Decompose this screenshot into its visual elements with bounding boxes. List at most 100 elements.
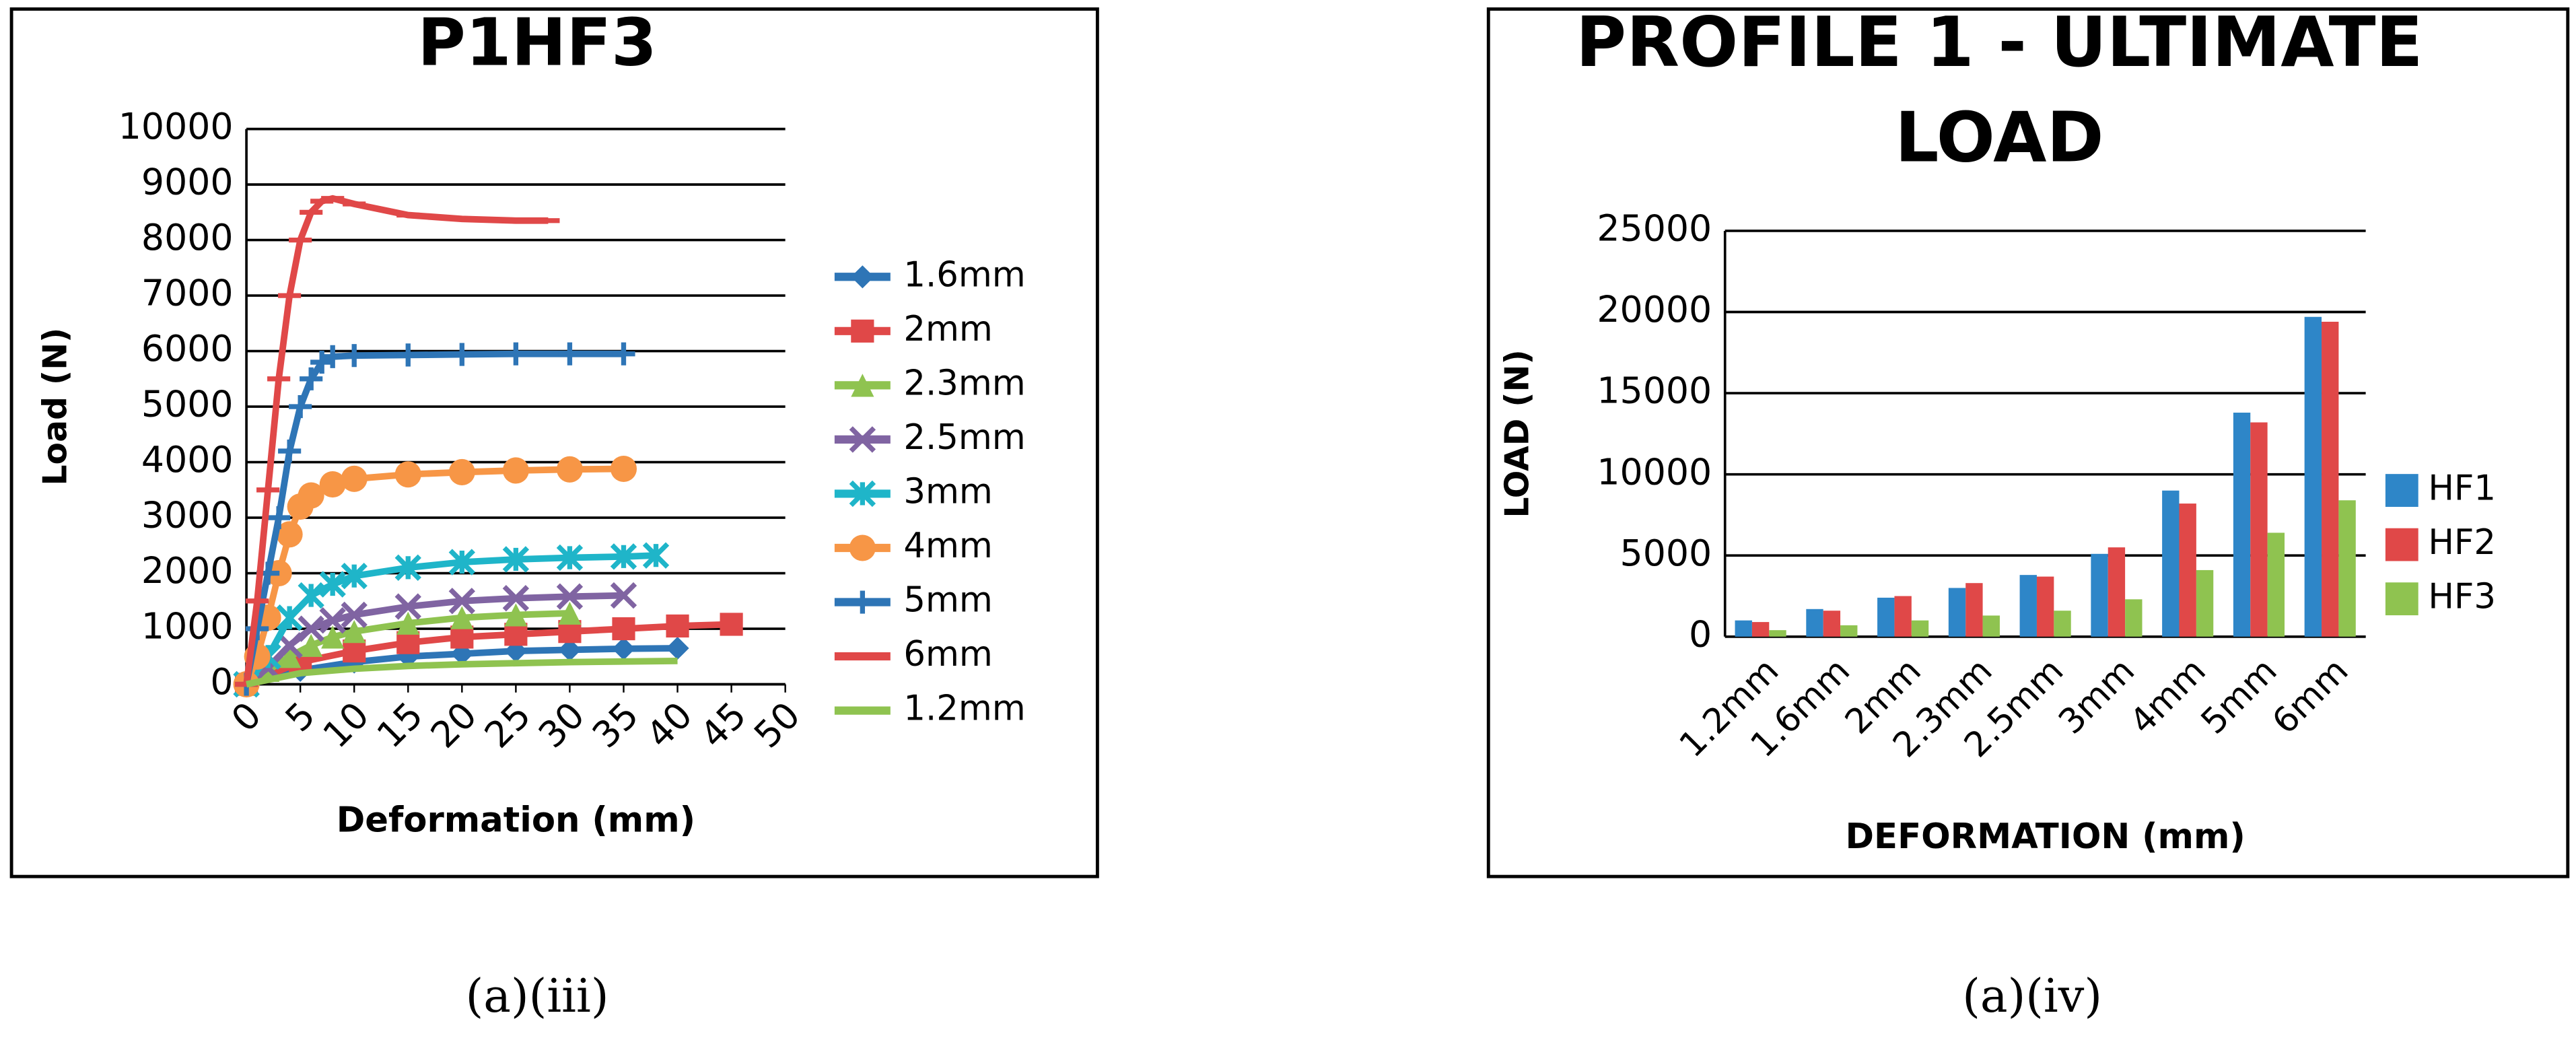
marker (300, 633, 323, 657)
marker (558, 601, 582, 625)
marker (341, 465, 368, 492)
bar (1965, 583, 1983, 637)
y-tick-label: 5000 (1620, 532, 1712, 574)
bar (2019, 575, 2037, 637)
marker-shape (851, 319, 874, 343)
caption: (a)(iv) (1962, 970, 2102, 1023)
marker-shape (849, 480, 876, 508)
marker (612, 342, 635, 366)
marker-shape (448, 549, 475, 576)
marker (612, 637, 635, 660)
marker-shape (642, 542, 670, 569)
legend-label: 2.3mm (903, 363, 1025, 403)
y-tick-label: 0 (210, 660, 233, 703)
marker-shape (394, 461, 421, 488)
marker (396, 631, 420, 654)
marker (849, 480, 876, 508)
x-tick-label: 5mm (2193, 650, 2285, 742)
marker-shape (319, 607, 346, 634)
marker (319, 571, 346, 598)
marker (450, 343, 474, 366)
marker (343, 620, 366, 644)
bar (1982, 615, 2000, 637)
y-tick-label: 25000 (1597, 207, 1712, 250)
marker (396, 611, 420, 635)
y-tick-label: 4000 (141, 438, 234, 481)
marker (278, 645, 302, 668)
marker (321, 345, 345, 368)
legend-swatch (2385, 528, 2418, 561)
marker-shape (341, 601, 368, 629)
bar (1948, 588, 1966, 637)
legend-label: 2mm (903, 309, 992, 349)
legend-label: 1.6mm (903, 254, 1025, 295)
marker-shape (396, 343, 420, 367)
marker (298, 615, 324, 642)
series-line (244, 610, 570, 687)
marker-shape (502, 546, 530, 573)
x-tick-label: 6mm (2264, 650, 2356, 742)
marker-shape (289, 395, 312, 419)
marker-shape (278, 440, 302, 463)
marker (502, 546, 530, 573)
chart-title: P1HF3 (417, 4, 657, 81)
marker-shape (321, 345, 345, 368)
bar (1823, 611, 1841, 637)
marker (666, 636, 689, 660)
bar (1911, 620, 1929, 637)
bar (1894, 596, 1912, 637)
marker (851, 374, 874, 397)
marker (343, 344, 366, 368)
marker (504, 623, 528, 646)
legend-label: HF2 (2428, 522, 2496, 563)
marker (448, 458, 475, 485)
bar (1806, 609, 1823, 637)
y-tick-label: 9000 (141, 161, 234, 203)
legend-label: 2.5mm (903, 417, 1025, 458)
marker (448, 549, 475, 576)
marker (502, 585, 530, 612)
marker (556, 456, 583, 483)
bar (1735, 620, 1752, 637)
marker-shape (319, 471, 346, 498)
chart-title: PROFILE 1 - ULTIMATE (1576, 3, 2423, 83)
y-tick-label: 2000 (141, 549, 234, 592)
bar (2322, 321, 2339, 637)
marker (341, 563, 368, 590)
bar (2338, 500, 2356, 637)
marker-shape (396, 631, 420, 654)
bar (2108, 547, 2126, 637)
y-axis-title: Load (N) (36, 328, 74, 486)
bar (2162, 490, 2180, 637)
marker-shape (321, 625, 345, 649)
y-tick-label: 5000 (141, 383, 234, 425)
marker-shape (851, 265, 874, 289)
bar (2054, 611, 2071, 637)
legend-label: 6mm (903, 634, 992, 674)
marker-shape (610, 543, 637, 570)
marker-shape (396, 611, 420, 635)
marker (298, 482, 324, 509)
marker-shape (343, 639, 366, 663)
marker (849, 534, 876, 561)
legend-label: HF1 (2428, 469, 2496, 509)
marker-shape (450, 625, 474, 649)
marker-shape (267, 506, 291, 530)
marker-shape (851, 374, 874, 397)
marker-shape (556, 456, 583, 483)
bar (1769, 630, 1786, 637)
marker (610, 455, 637, 483)
marker (450, 606, 474, 629)
marker (610, 543, 637, 570)
marker-shape (448, 588, 475, 615)
marker (276, 521, 303, 548)
marker-shape (610, 455, 637, 483)
marker (343, 639, 366, 663)
bar (2091, 553, 2108, 637)
marker-shape (319, 571, 346, 598)
bar (1751, 622, 1770, 637)
bar (1877, 597, 1895, 637)
marker (666, 614, 689, 638)
